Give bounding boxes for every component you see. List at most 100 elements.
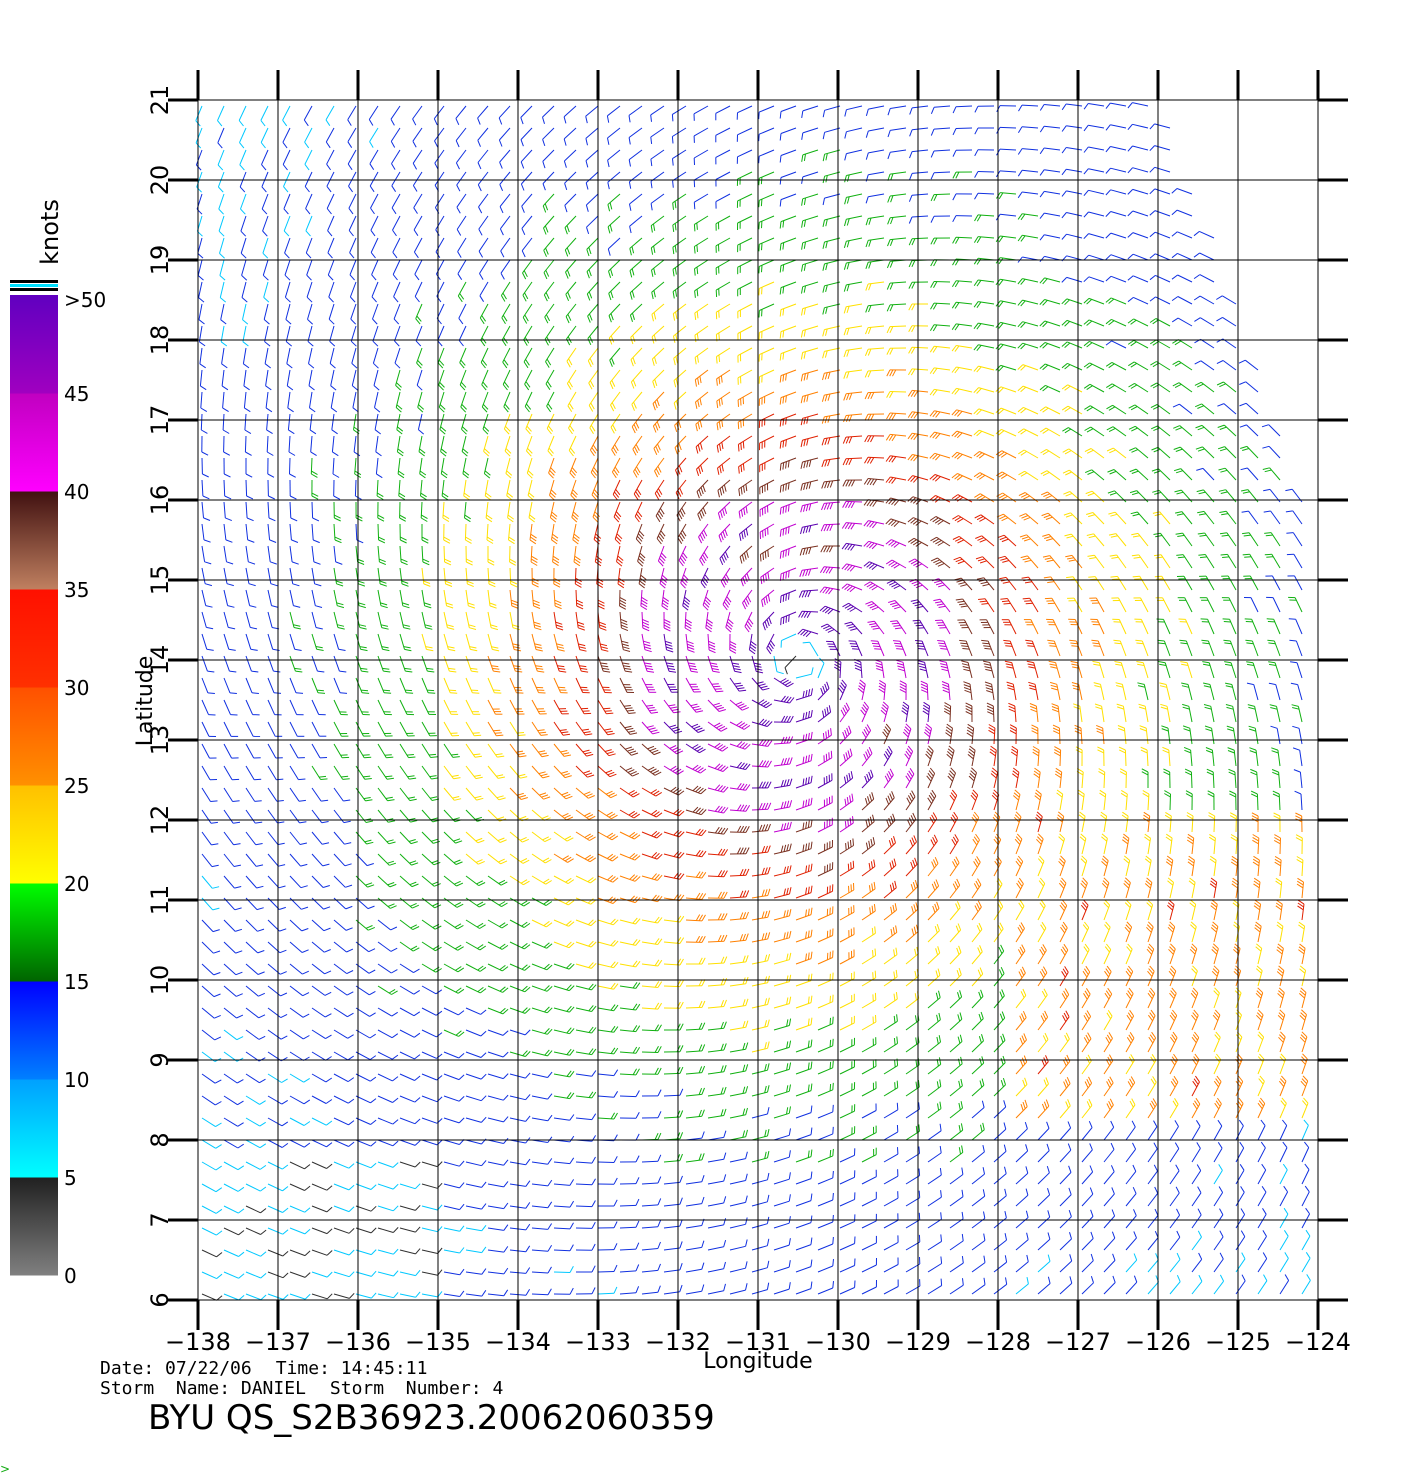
wind-barb xyxy=(641,1024,662,1032)
wind-barb xyxy=(1054,767,1063,789)
wind-barb xyxy=(245,1249,267,1257)
wind-barb xyxy=(619,1025,641,1033)
wind-barb xyxy=(993,1166,1007,1185)
wind-barb xyxy=(201,1139,222,1149)
wind-barb xyxy=(949,789,958,811)
wind-barb xyxy=(201,963,221,976)
wind-barb xyxy=(886,412,907,420)
wind-barb xyxy=(421,853,441,866)
wind-barb xyxy=(861,1235,877,1251)
wind-barb xyxy=(863,499,885,507)
wind-barb xyxy=(377,787,395,802)
wind-barb xyxy=(1125,1142,1137,1163)
wind-barb xyxy=(1209,855,1217,877)
wind-barb xyxy=(1169,987,1177,1009)
wind-barb xyxy=(396,435,404,457)
wind-barb xyxy=(542,127,555,147)
wind-barb xyxy=(1210,921,1219,943)
wind-barb xyxy=(575,1287,596,1295)
wind-barb xyxy=(719,545,731,566)
wind-barb xyxy=(1255,943,1263,965)
wind-barb xyxy=(1164,811,1172,833)
wind-barb xyxy=(348,171,357,193)
wind-barb xyxy=(927,812,938,833)
wind-barb xyxy=(1021,576,1039,591)
wind-barb xyxy=(952,215,973,223)
wind-barb xyxy=(590,457,599,479)
wind-barb xyxy=(563,105,577,124)
wind-barb xyxy=(955,598,973,613)
wind-barb xyxy=(1105,211,1127,217)
wind-barb xyxy=(1037,1143,1050,1163)
wind-barb xyxy=(663,765,684,775)
wind-barb xyxy=(1015,1077,1028,1097)
wind-barb xyxy=(1279,1097,1287,1119)
wind-barb xyxy=(1091,639,1105,657)
wind-barb xyxy=(817,728,832,745)
wind-barb xyxy=(566,347,577,368)
wind-barb xyxy=(610,413,621,434)
wind-barb xyxy=(355,523,364,544)
wind-barb xyxy=(1015,922,1025,943)
wind-barb xyxy=(443,545,452,566)
wind-barb xyxy=(435,237,445,258)
wind-barb xyxy=(641,1263,661,1273)
wind-barb xyxy=(421,589,432,609)
wind-barb xyxy=(1299,965,1307,987)
wind-barb xyxy=(685,871,707,879)
wind-barb xyxy=(349,281,357,303)
wind-barb xyxy=(443,1117,465,1124)
wind-barb xyxy=(544,303,555,324)
wind-barb xyxy=(421,1226,443,1233)
wind-barb xyxy=(310,435,317,457)
wind-barb xyxy=(800,347,819,360)
wind-barb xyxy=(1248,725,1259,745)
wind-barb xyxy=(201,545,212,565)
wind-barb xyxy=(865,303,885,313)
wind-barb xyxy=(1105,189,1127,196)
wind-barb xyxy=(1149,210,1171,217)
wind-barb xyxy=(267,1205,289,1213)
wind-barb xyxy=(333,699,348,716)
wind-barb xyxy=(437,347,445,369)
wind-barb xyxy=(462,457,470,479)
y-tick-label: 18 xyxy=(146,325,174,356)
wind-barb xyxy=(1171,296,1193,305)
wind-barb xyxy=(245,941,265,954)
wind-barb xyxy=(1213,1230,1224,1251)
wind-barb xyxy=(201,435,209,456)
wind-barb xyxy=(630,347,643,367)
wind-barb xyxy=(1071,682,1083,701)
wind-barb xyxy=(1286,532,1303,547)
wind-barb xyxy=(392,215,401,237)
wind-barb xyxy=(289,501,298,522)
wind-barb xyxy=(483,457,491,479)
wind-barb xyxy=(416,347,423,369)
wind-barb xyxy=(663,611,671,632)
wind-barb xyxy=(737,435,753,452)
wind-barb xyxy=(663,1001,684,1009)
wind-barb xyxy=(638,567,647,589)
wind-barb xyxy=(217,149,225,171)
wind-barb xyxy=(586,215,599,235)
wind-barb xyxy=(437,325,445,347)
wind-barb xyxy=(738,479,753,497)
wind-barb xyxy=(993,989,1005,1009)
wind-barb xyxy=(736,127,753,142)
wind-barb xyxy=(465,919,486,929)
wind-barb xyxy=(1267,639,1281,657)
wind-barb xyxy=(685,914,706,922)
wind-barb xyxy=(1105,167,1127,174)
wind-barb xyxy=(223,523,233,543)
wind-barb xyxy=(1043,576,1061,591)
wind-barb xyxy=(759,457,775,473)
wind-barb xyxy=(696,457,709,476)
wind-barb xyxy=(842,457,863,466)
wind-barb xyxy=(1108,511,1127,525)
wind-barb xyxy=(682,589,691,611)
wind-barb xyxy=(685,721,705,733)
wind-barb xyxy=(822,237,841,249)
wind-barb xyxy=(1200,618,1215,635)
wind-barb xyxy=(611,457,621,479)
wind-barb xyxy=(737,347,753,363)
